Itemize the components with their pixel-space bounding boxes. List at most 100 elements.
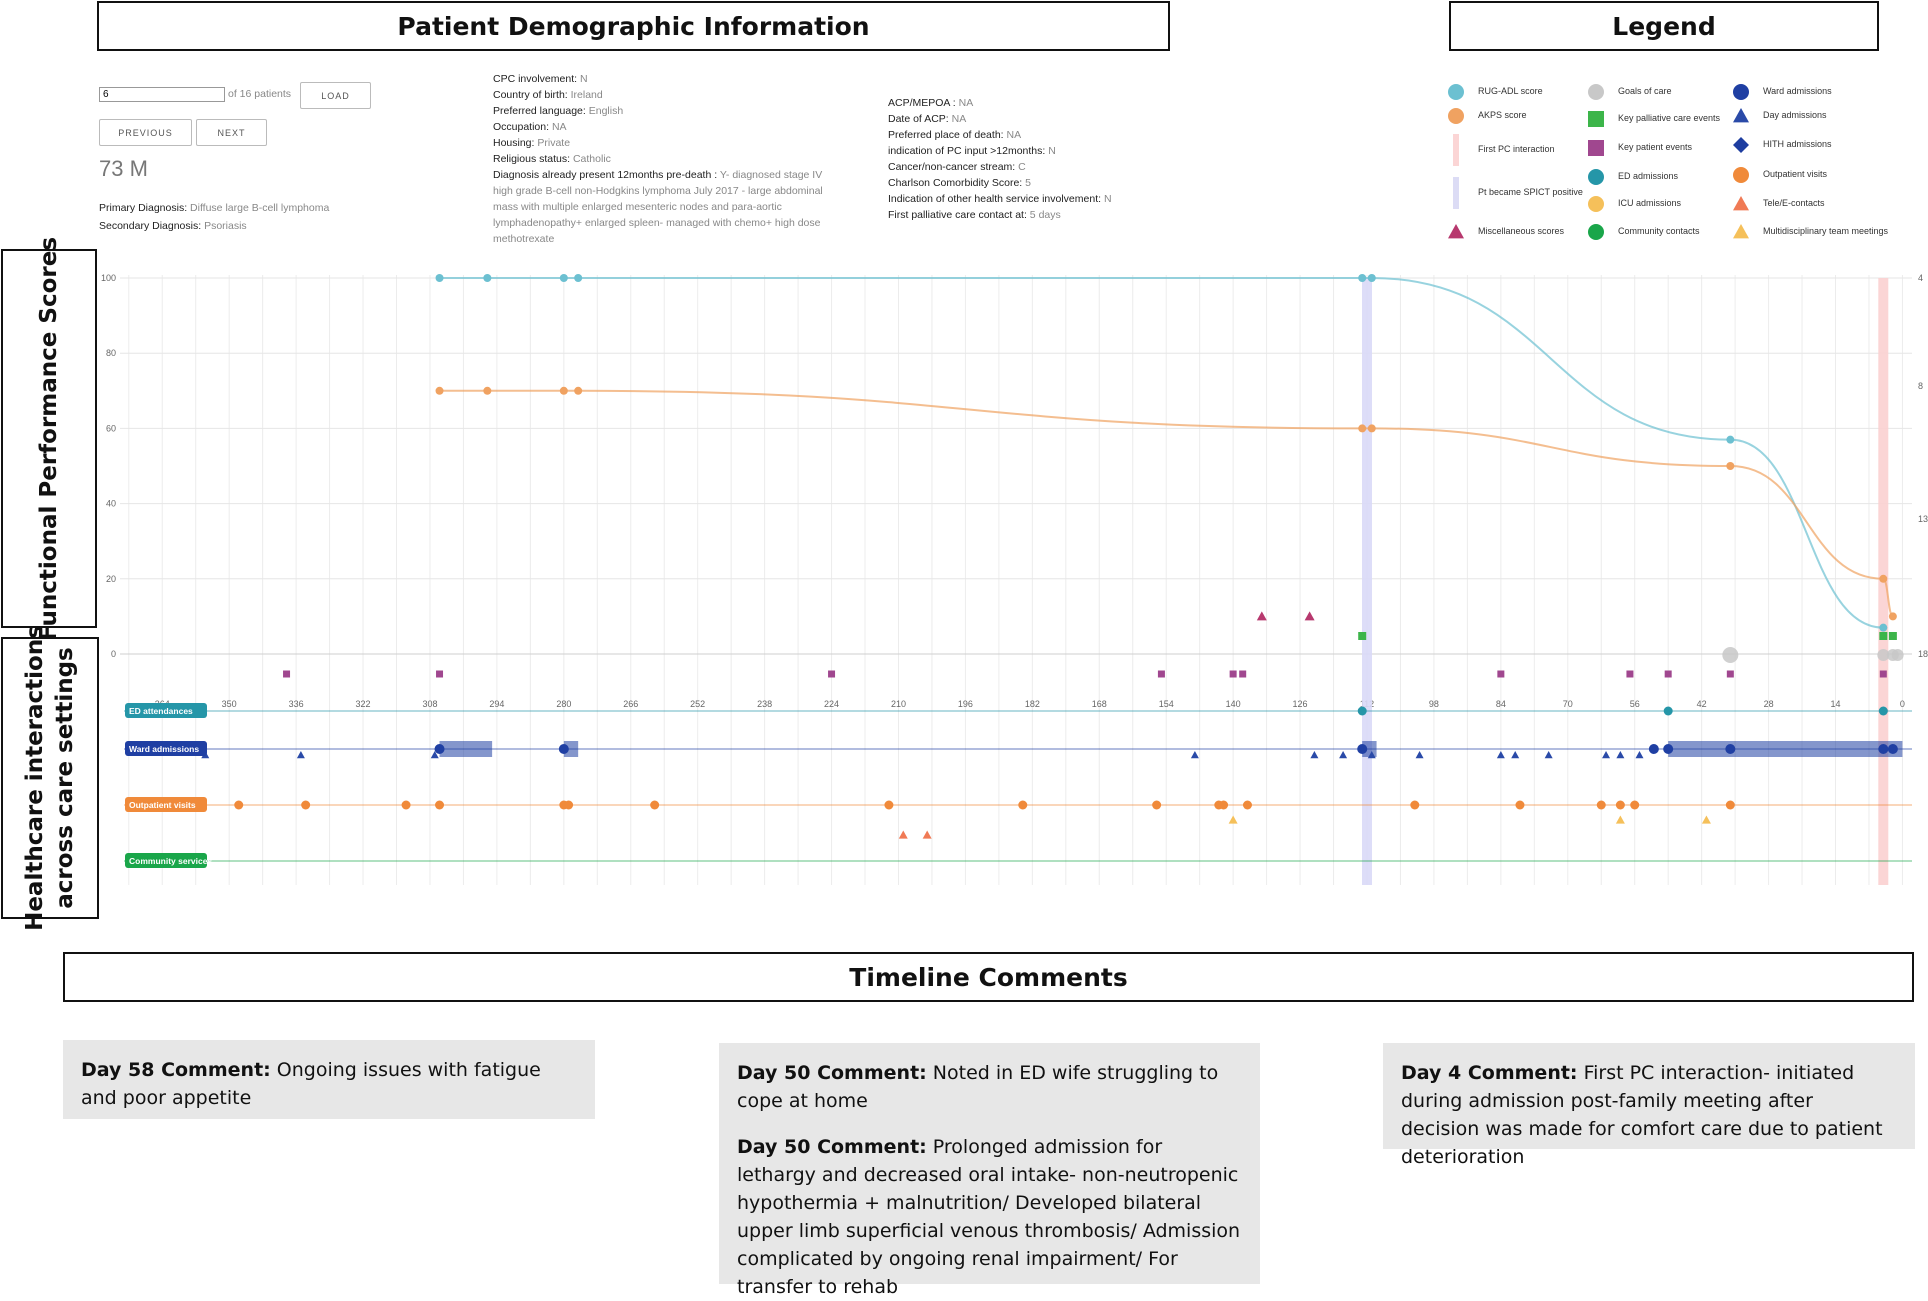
legend-symbol xyxy=(1588,84,1604,100)
ward-admission-mark xyxy=(1663,744,1674,754)
ward-admission-mark xyxy=(1648,744,1659,754)
lane-event-mark xyxy=(1410,800,1420,810)
data-point xyxy=(574,274,583,282)
legend-symbol xyxy=(1733,167,1749,183)
data-point xyxy=(1879,623,1888,632)
lane-label-pill xyxy=(125,797,207,812)
demographic-row: CPC involvement: N xyxy=(493,71,822,87)
legend-label: Ward admissions xyxy=(1763,86,1832,96)
y-tick-label: 80 xyxy=(106,348,116,358)
load-button[interactable]: LOAD xyxy=(300,82,371,109)
x-tick-label: 42 xyxy=(1697,699,1707,709)
legend-label: Pt became SPICT positive xyxy=(1478,187,1583,197)
patient-count: of 16 patients xyxy=(228,88,292,100)
patient-event-mark xyxy=(828,670,836,678)
legend-label: RUG-ADL score xyxy=(1478,86,1543,96)
day-admission-mark xyxy=(1415,751,1424,759)
x-tick-label: 224 xyxy=(824,699,839,709)
lane-event-mark xyxy=(234,800,244,810)
ward-admission-mark xyxy=(1357,744,1368,754)
next-button[interactable]: NEXT xyxy=(196,119,267,146)
care-info-key: indication of PC input >12months: xyxy=(888,145,1046,157)
admission-bar xyxy=(439,741,493,757)
comment-card-3: Day 4 Comment: First PC interaction- ini… xyxy=(1383,1043,1915,1168)
diagnosis-detail-line: mass with multiple enlarged mesenteric n… xyxy=(493,201,782,213)
series-line xyxy=(439,277,1884,629)
lane-label-text: ED attendances xyxy=(129,706,193,716)
legend-symbol xyxy=(1588,140,1604,156)
patient-event-mark xyxy=(1497,670,1505,678)
secondary-diagnosis: Secondary Diagnosis: Psoriasis xyxy=(99,220,247,232)
patient-event-mark xyxy=(1726,670,1734,678)
care-info-row: ACP/MEPOA : NA xyxy=(888,95,1112,111)
x-tick-label: 308 xyxy=(422,699,437,709)
demographics-header: Patient Demographic Information xyxy=(97,1,1170,51)
lane-label: Outpatient visits xyxy=(125,797,207,812)
comments-header: Timeline Comments xyxy=(63,952,1914,1002)
care-info-row: Charlson Comorbidity Score: 5 xyxy=(888,175,1112,191)
data-point xyxy=(1726,462,1735,470)
demographic-key: Housing: xyxy=(493,137,535,149)
demographic-key: Preferred language: xyxy=(493,105,586,117)
mdt-meeting-mark xyxy=(1228,815,1238,824)
demographic-value: Ireland xyxy=(567,89,603,101)
demographics-column-2: CPC involvement: N Country of birth: Irel… xyxy=(493,71,822,183)
legend-label: ED admissions xyxy=(1618,171,1679,181)
demographic-value: NA xyxy=(549,121,567,133)
comment-card-1: Day 58 Comment: Ongoing issues with fati… xyxy=(63,1040,595,1119)
care-info-row: Indication of other health service invol… xyxy=(888,191,1112,207)
legend-label: Community contacts xyxy=(1618,226,1700,236)
comment-body: Prolonged admission for lethargy and dec… xyxy=(737,1136,1241,1298)
legend-symbol xyxy=(1733,224,1749,239)
comment-text: Day 50 Comment: Noted in ED wife struggl… xyxy=(737,1059,1242,1115)
x-tick-label: 336 xyxy=(289,699,304,709)
legend-symbol xyxy=(1733,84,1749,100)
legend-symbol xyxy=(1733,196,1749,211)
patient-event-mark xyxy=(1626,670,1634,678)
patient-event-mark xyxy=(1229,670,1237,678)
demographic-row: Occupation: NA xyxy=(493,119,822,135)
lane-event-mark xyxy=(1219,800,1229,810)
legend-symbol xyxy=(1588,111,1604,127)
comments-title: Timeline Comments xyxy=(849,962,1128,992)
y-tick-label: 100 xyxy=(101,273,116,283)
diagnosis-details: high grade B-cell non-Hodgkins lymphoma … xyxy=(493,183,823,247)
care-info-key: Indication of other health service invol… xyxy=(888,193,1102,205)
lane-label-text: Ward admissions xyxy=(129,744,199,754)
x-tick-label: 70 xyxy=(1563,699,1573,709)
legend-symbol xyxy=(1453,177,1459,209)
legend-symbol xyxy=(1733,108,1749,123)
care-info-value: NA xyxy=(955,97,974,109)
admission-bar xyxy=(563,741,579,757)
comment-text: Day 58 Comment: Ongoing issues with fati… xyxy=(81,1056,577,1112)
data-point xyxy=(559,386,568,395)
previous-button[interactable]: PREVIOUS xyxy=(99,119,192,146)
x-tick-label: 322 xyxy=(356,699,371,709)
tele-contact-mark xyxy=(922,830,932,839)
care-info-value: C xyxy=(1015,161,1026,173)
x-tick-label: 140 xyxy=(1226,699,1241,709)
lane-event-mark xyxy=(564,800,574,810)
lane-event-mark xyxy=(1615,800,1625,810)
pc-event-mark xyxy=(1358,632,1367,640)
goals-of-care-mark xyxy=(1877,649,1890,661)
legend-label: Key patient events xyxy=(1618,142,1693,152)
goals-of-care-mark xyxy=(1891,649,1904,661)
demographic-value: Y- diagnosed stage IV xyxy=(717,169,823,181)
x-tick-label: 280 xyxy=(556,699,571,709)
data-point xyxy=(435,274,444,282)
comment-body: Ongoing issues with fatigue and poor app… xyxy=(81,1059,541,1109)
patient-number-input[interactable] xyxy=(99,87,225,102)
demographic-key: Country of birth: xyxy=(493,89,568,101)
data-point xyxy=(1879,574,1888,583)
data-point xyxy=(1358,424,1367,433)
day-admission-mark xyxy=(1511,751,1520,759)
legend-symbol xyxy=(1588,169,1604,185)
legend-label: Key palliative care events xyxy=(1618,113,1721,123)
comment-body: Noted in ED wife struggling to cope at h… xyxy=(737,1062,1219,1112)
lane-event-mark xyxy=(1018,800,1028,810)
lane-event-mark xyxy=(301,800,311,810)
day-admission-mark xyxy=(1616,751,1625,759)
patient-event-mark xyxy=(1664,670,1672,678)
legend-symbol xyxy=(1733,137,1749,153)
